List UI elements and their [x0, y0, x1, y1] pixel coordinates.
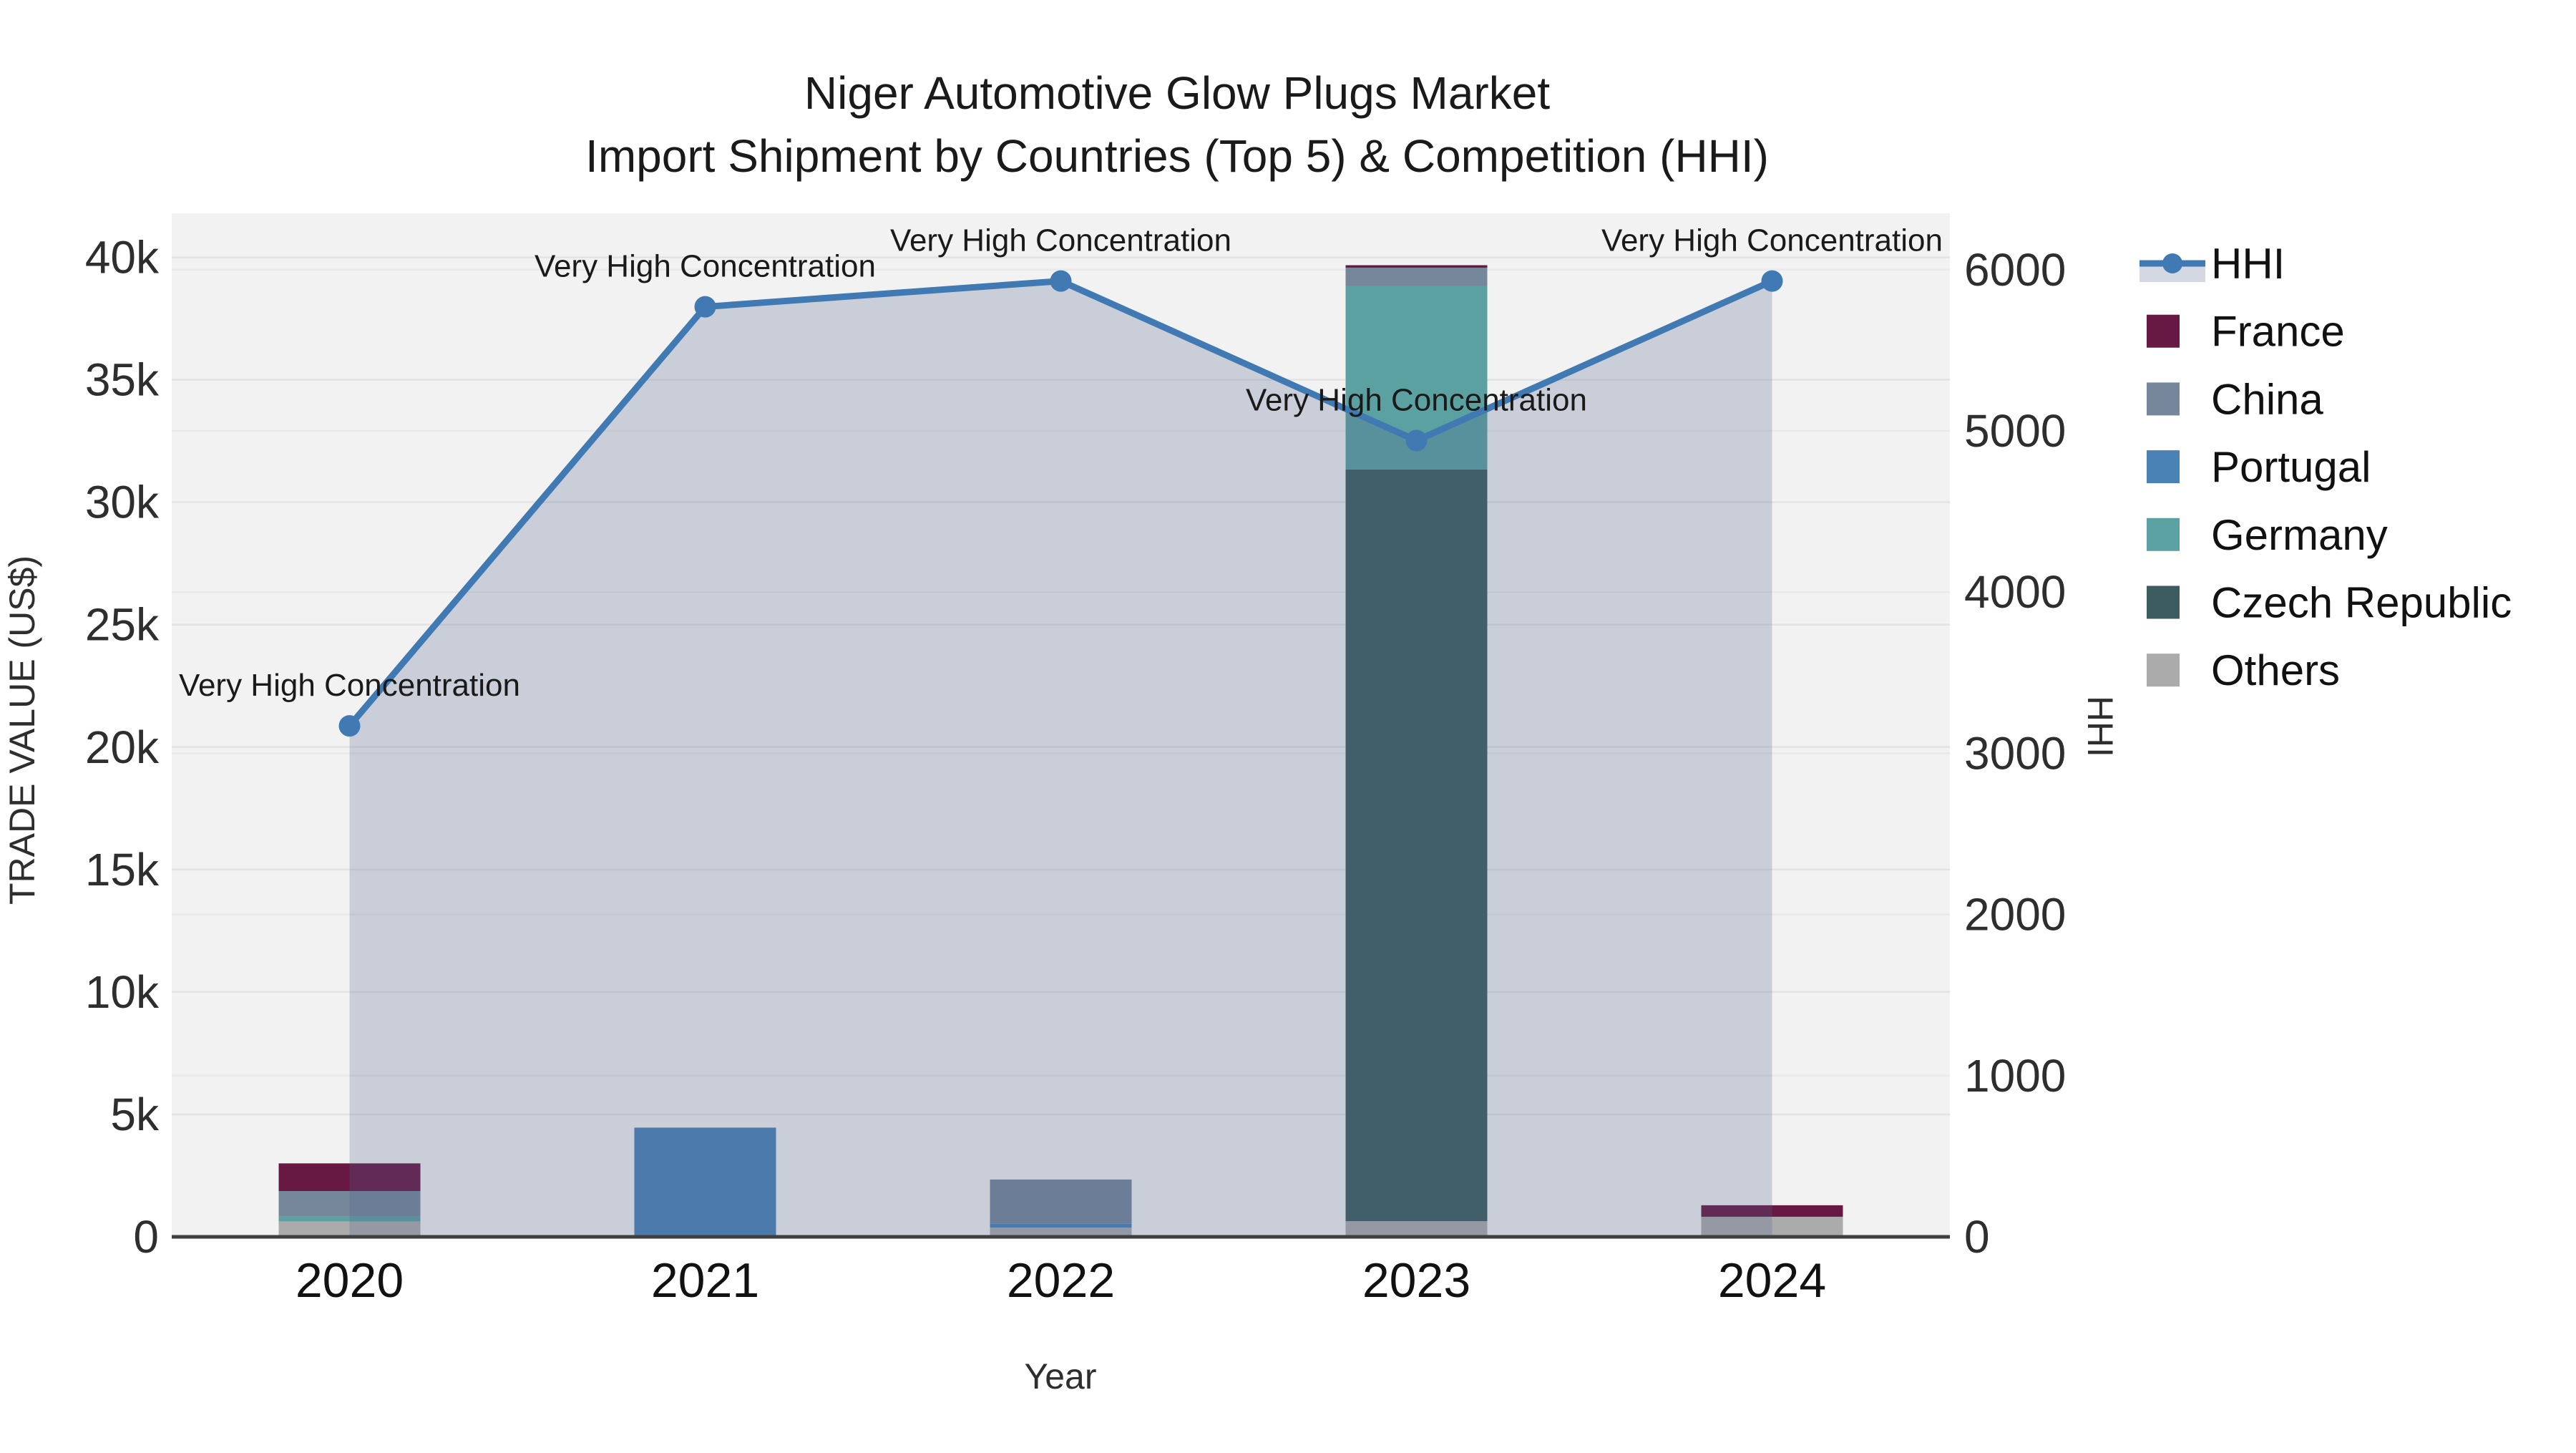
bar-segment-portugal-2021[interactable]: [634, 1127, 776, 1237]
hhi-area-fill: [349, 281, 1772, 1238]
bar-segment-others-2022[interactable]: [990, 1228, 1132, 1237]
y-right-tick-label-5000: 5000: [1964, 405, 2066, 457]
y-right-tick-label-4000: 4000: [1964, 566, 2066, 618]
y-right-tick-label-0: 0: [1964, 1211, 1990, 1263]
y-left-tick-label-30k: 30k: [85, 477, 160, 528]
legend-item-france[interactable]: France: [2147, 308, 2345, 356]
legend-item-hhi[interactable]: HHI: [2140, 240, 2285, 288]
legend-item-china[interactable]: China: [2147, 375, 2323, 423]
x-axis-title: Year: [1024, 1356, 1096, 1396]
y-right-tick-label-3000: 3000: [1964, 727, 2066, 779]
legend-label-germany: Germany: [2211, 511, 2388, 559]
x-tick-label-2022: 2022: [1007, 1253, 1115, 1308]
bar-segment-czech-republic-2023[interactable]: [1345, 469, 1488, 1222]
legend-label-hhi: HHI: [2211, 240, 2285, 288]
annotation-2023: Very High Concentration: [1246, 383, 1587, 418]
bar-segment-china-2023[interactable]: [1345, 267, 1488, 286]
legend-swatch-germany: [2147, 517, 2180, 551]
legend-swatch-france: [2147, 314, 2180, 348]
y-left-tick-label-0: 0: [133, 1211, 159, 1263]
bar-segment-china-2020[interactable]: [278, 1191, 421, 1217]
y-left-tick-label-35k: 35k: [85, 354, 160, 406]
x-tick-label-2020: 2020: [296, 1253, 404, 1308]
legend-swatch-others: [2147, 653, 2180, 687]
hhi-marker-2021[interactable]: [694, 296, 716, 318]
y-left-tick-label-5k: 5k: [110, 1089, 160, 1140]
annotation-2024: Very High Concentration: [1601, 223, 1943, 258]
hhi-marker-2022[interactable]: [1050, 270, 1072, 292]
y-left-tick-label-25k: 25k: [85, 599, 160, 651]
bar-segment-others-2020[interactable]: [278, 1221, 421, 1237]
x-tick-label-2023: 2023: [1362, 1253, 1470, 1308]
y-right-tick-label-2000: 2000: [1964, 889, 2066, 941]
chart-title-line1: Niger Automotive Glow Plugs Market: [804, 67, 1550, 119]
y-right-axis-title: HHI: [2080, 696, 2120, 757]
x-tick-label-2024: 2024: [1718, 1253, 1826, 1308]
annotation-2022: Very High Concentration: [890, 223, 1231, 258]
annotation-2020: Very High Concentration: [179, 668, 520, 703]
y-left-tick-label-40k: 40k: [85, 232, 160, 283]
y-left-tick-label-15k: 15k: [85, 844, 160, 895]
legend-swatch-china: [2147, 382, 2180, 416]
x-tick-label-2021: 2021: [651, 1253, 759, 1308]
annotation-2021: Very High Concentration: [535, 249, 876, 284]
legend-swatch-portugal: [2147, 450, 2180, 484]
legend-hhi-marker: [2162, 253, 2182, 273]
bar-segment-france-2023[interactable]: [1345, 265, 1488, 268]
y-left-tick-label-20k: 20k: [85, 721, 160, 773]
hhi-marker-2020[interactable]: [338, 715, 361, 737]
legend-label-others: Others: [2211, 646, 2340, 694]
legend-item-czech-republic[interactable]: Czech Republic: [2147, 579, 2512, 627]
legend-item-portugal[interactable]: Portugal: [2147, 443, 2371, 491]
hhi-marker-2024[interactable]: [1761, 270, 1783, 292]
y-right-tick-label-6000: 6000: [1964, 244, 2066, 296]
y-left-tick-label-10k: 10k: [85, 966, 160, 1018]
bar-segment-france-2020[interactable]: [278, 1163, 421, 1192]
hhi-marker-2023[interactable]: [1405, 429, 1428, 452]
bar-segment-france-2024[interactable]: [1701, 1205, 1843, 1217]
bar-segment-china-2022[interactable]: [990, 1179, 1132, 1224]
legend-label-portugal: Portugal: [2211, 443, 2371, 491]
legend-item-others[interactable]: Others: [2147, 646, 2340, 694]
y-right-tick-label-1000: 1000: [1964, 1050, 2066, 1102]
bar-segment-portugal-2022[interactable]: [990, 1223, 1132, 1228]
legend-label-china: China: [2211, 375, 2323, 423]
legend-item-germany[interactable]: Germany: [2147, 511, 2388, 559]
bar-segment-germany-2020[interactable]: [278, 1216, 421, 1222]
legend-swatch-czech-republic: [2147, 585, 2180, 619]
bar-segment-others-2024[interactable]: [1701, 1216, 1843, 1237]
bar-segment-others-2023[interactable]: [1345, 1221, 1488, 1237]
chart-title-line2: Import Shipment by Countries (Top 5) & C…: [585, 130, 1769, 182]
y-left-axis-title: TRADE VALUE (US$): [2, 555, 42, 905]
legend-label-czech-republic: Czech Republic: [2211, 579, 2512, 627]
plot-background: [172, 213, 1950, 1237]
legend-label-france: France: [2211, 308, 2345, 356]
